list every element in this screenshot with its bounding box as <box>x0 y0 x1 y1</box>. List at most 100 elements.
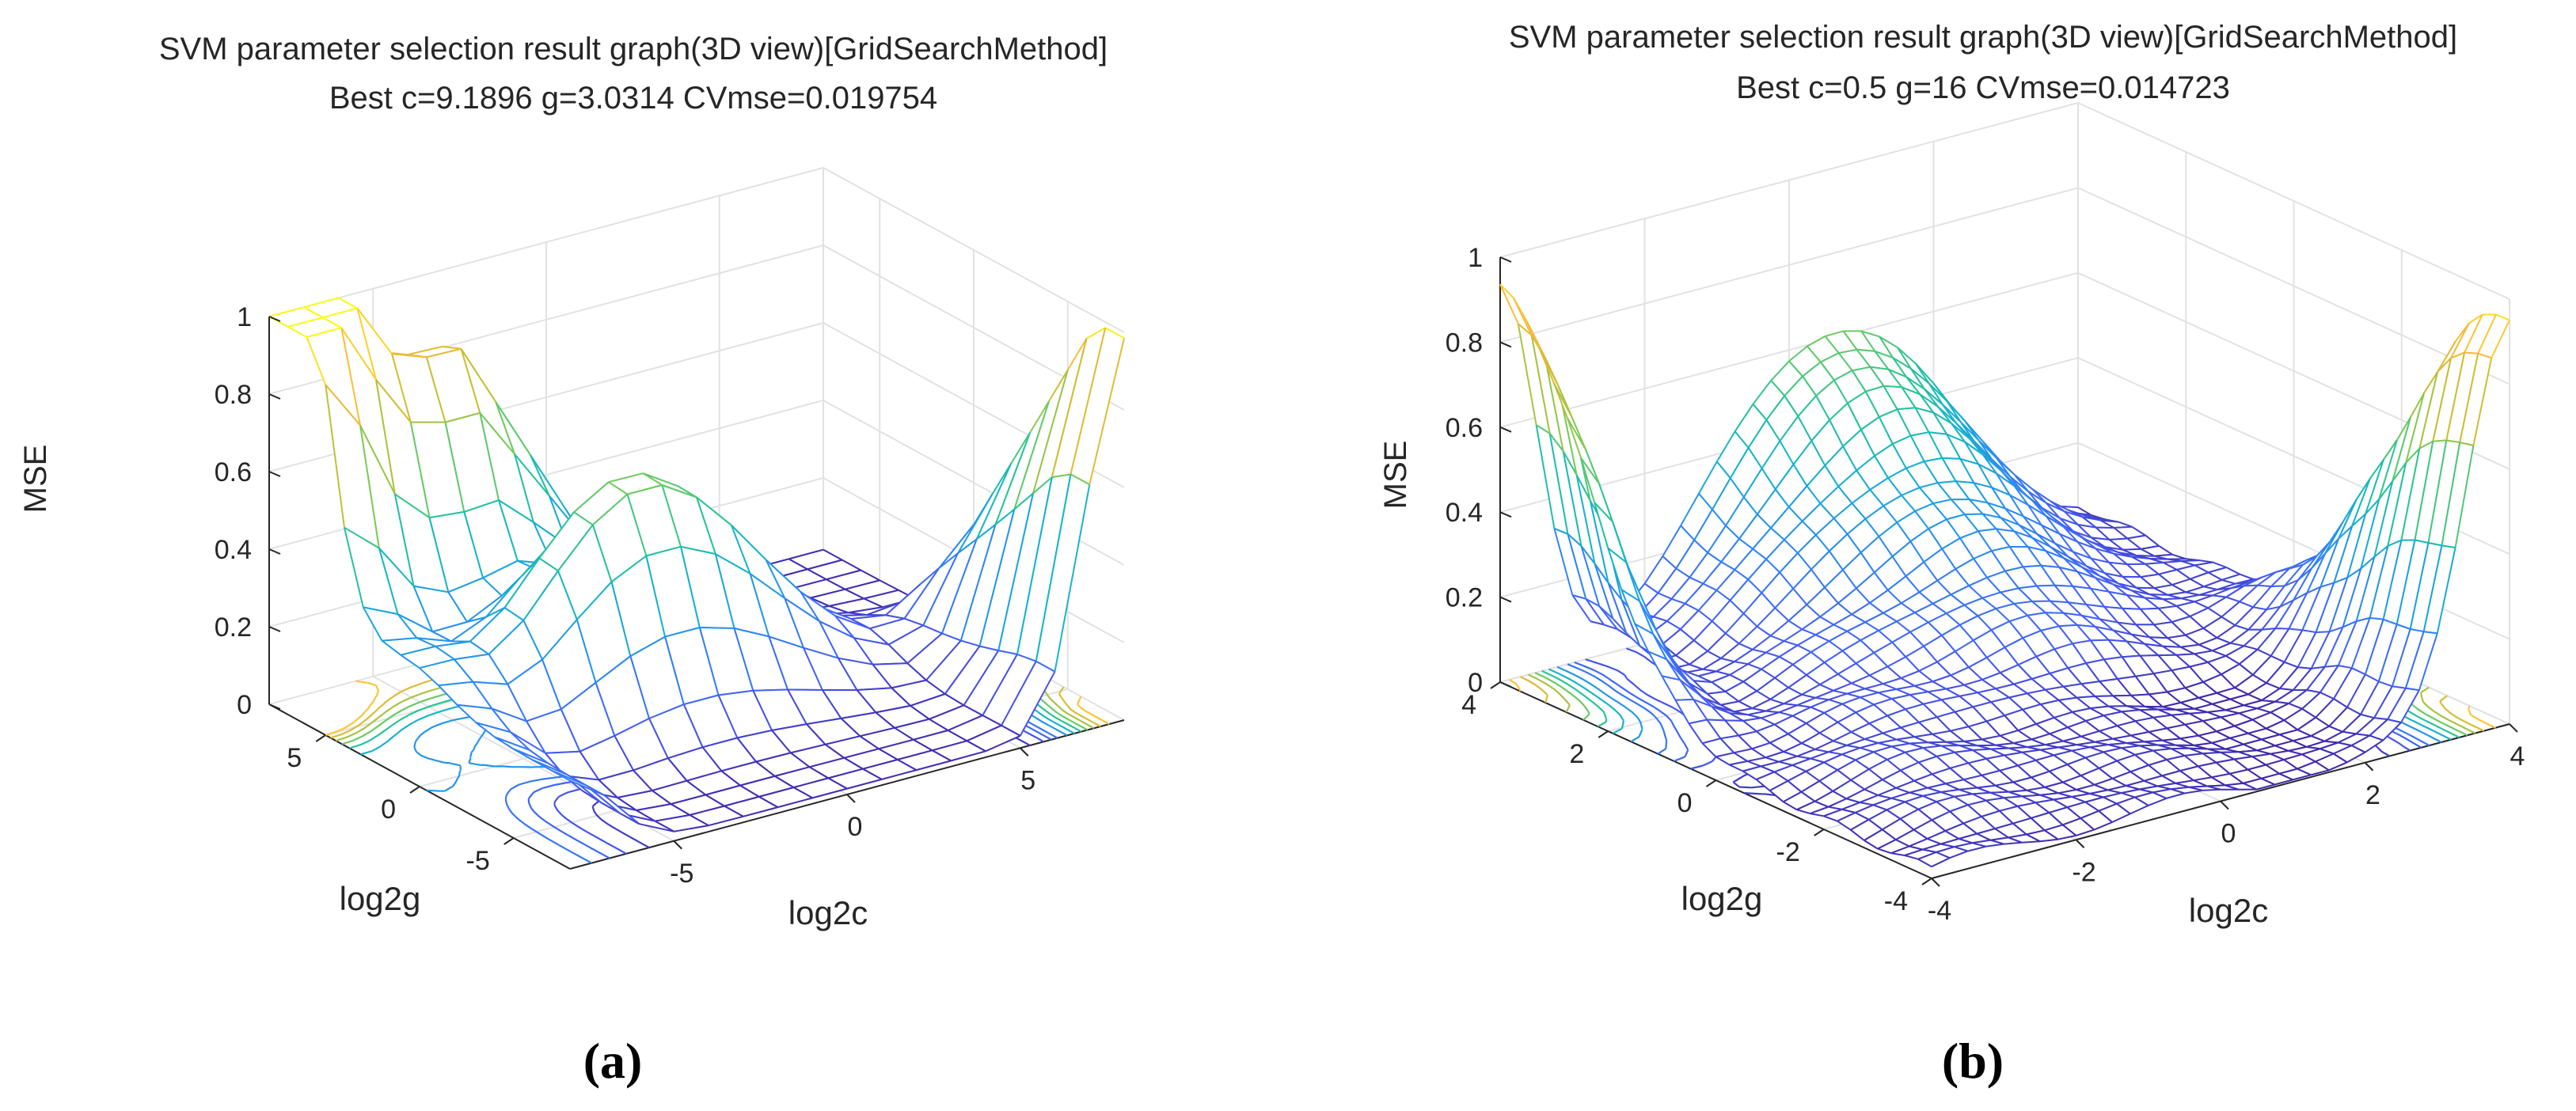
z-tick-label: 0.4 <box>215 535 252 565</box>
mesh-line <box>2018 587 2033 602</box>
mesh-line <box>1738 514 1758 540</box>
surface-cell <box>2104 606 2136 625</box>
mesh-line <box>860 726 895 738</box>
mesh-line <box>1567 418 1582 459</box>
mesh-line <box>1035 660 1055 673</box>
mesh-line <box>2118 621 2137 626</box>
mesh-line <box>2328 725 2343 733</box>
mesh-line <box>1788 687 1803 696</box>
mesh-line <box>793 777 829 789</box>
y-tick-mark <box>503 837 515 845</box>
mesh-line <box>1919 393 1939 408</box>
mesh-line <box>1810 419 1830 442</box>
grid-line <box>268 166 1125 333</box>
surface-cell <box>1915 503 1947 529</box>
surface-cell <box>2027 689 2059 705</box>
mesh-line <box>2365 459 2384 514</box>
mesh-line <box>1729 673 1744 683</box>
mesh-line <box>1553 383 1569 419</box>
mesh-line <box>2099 519 2114 529</box>
surface-cell <box>2073 640 2104 664</box>
mesh-line <box>872 664 893 689</box>
mesh-line <box>1864 505 1884 520</box>
surface-cell <box>2014 531 2046 552</box>
mesh-line <box>2073 551 2092 559</box>
mesh-line <box>1995 683 2015 690</box>
mesh-line <box>2266 662 2285 684</box>
mesh-line <box>1918 579 1938 593</box>
mesh-line <box>2045 550 2061 568</box>
mesh-line <box>1729 578 1750 601</box>
surface-cell <box>1928 519 1960 549</box>
surface-cell <box>1942 538 1974 570</box>
mesh-line <box>957 538 978 554</box>
mesh-line <box>2064 510 2083 518</box>
mesh-line <box>1675 654 1690 665</box>
mesh-line <box>2153 584 2173 590</box>
surface-cell <box>496 402 549 496</box>
mesh-line <box>2333 667 2353 700</box>
mesh-line <box>2181 559 2200 563</box>
mesh-line <box>1869 665 1888 677</box>
mesh-line <box>916 760 952 772</box>
surface-cell <box>1802 503 1834 535</box>
mesh-line <box>1756 625 1772 637</box>
mesh-line <box>680 545 716 556</box>
mesh-line <box>629 635 666 658</box>
mesh-line <box>1711 673 1731 684</box>
mesh-line <box>2185 628 2204 636</box>
surface-cell <box>1788 486 1821 521</box>
mesh-line <box>753 688 788 692</box>
mesh-line <box>1807 345 1822 363</box>
surface-cell <box>574 482 628 525</box>
mesh-line <box>998 650 1018 655</box>
mesh-line <box>507 684 527 722</box>
mesh-line <box>655 820 674 832</box>
mesh-line <box>1941 548 1957 570</box>
mesh-line <box>829 597 864 607</box>
mesh-line <box>2081 537 2096 550</box>
mesh-line <box>841 711 876 719</box>
z-tick-label: 0 <box>237 690 252 720</box>
surface-cell <box>2103 711 2136 726</box>
mesh-line <box>1548 433 1569 534</box>
mesh-line <box>705 794 725 807</box>
mesh-line <box>2189 616 2205 629</box>
surface-cell <box>1856 349 1889 370</box>
mesh-line <box>755 752 792 763</box>
surface-cell <box>2171 666 2204 688</box>
mesh-line <box>2086 604 2105 608</box>
mesh-line <box>1806 674 1821 685</box>
mesh-line <box>438 681 473 687</box>
surface-cell <box>2240 585 2271 608</box>
mesh-line <box>845 588 864 600</box>
mesh-line <box>2208 567 2227 574</box>
mesh-line <box>1580 545 1601 607</box>
surface-cell <box>1779 645 1811 665</box>
surface-cell <box>1726 497 1757 539</box>
mesh-line <box>2072 707 2091 713</box>
mesh-line <box>2167 637 2182 648</box>
mesh-line <box>557 571 578 620</box>
mesh-line <box>2225 585 2245 598</box>
mesh-line <box>2203 578 2222 588</box>
surface-cell <box>2392 629 2424 688</box>
mesh-line <box>809 756 845 768</box>
mesh-line <box>2323 730 2343 742</box>
surface-cell <box>1698 461 1731 510</box>
mesh-line <box>812 787 848 799</box>
mesh-line <box>2261 688 2281 701</box>
mesh-line <box>1892 357 1912 370</box>
surface-cell <box>1780 552 1811 589</box>
mesh-line <box>438 684 458 706</box>
surface-cell <box>1810 641 1843 663</box>
mesh-line <box>2288 689 2308 704</box>
mesh-line <box>2437 340 2456 373</box>
mesh-line <box>2148 731 2163 741</box>
mesh-line <box>2284 661 2299 669</box>
mesh-line <box>1883 385 1898 410</box>
mesh-line <box>1757 514 1772 529</box>
surface-cell <box>835 616 889 645</box>
surface-cell <box>1658 568 1690 599</box>
mesh-line <box>2041 564 2060 568</box>
